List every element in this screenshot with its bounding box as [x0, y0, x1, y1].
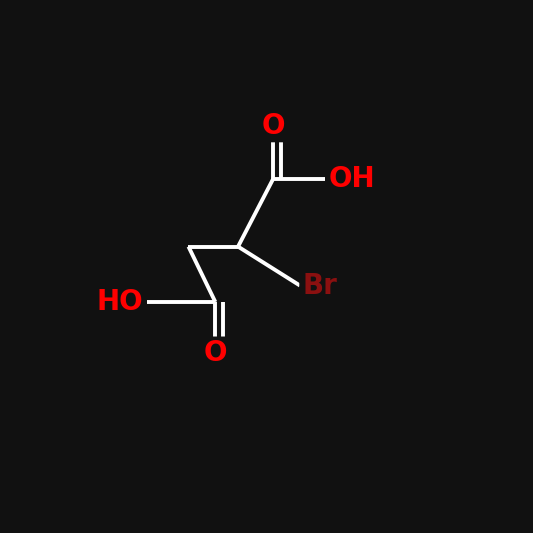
Text: OH: OH [329, 165, 376, 193]
Text: O: O [204, 340, 227, 367]
Text: O: O [261, 111, 285, 140]
Text: HO: HO [96, 288, 143, 316]
Text: Br: Br [302, 272, 337, 300]
